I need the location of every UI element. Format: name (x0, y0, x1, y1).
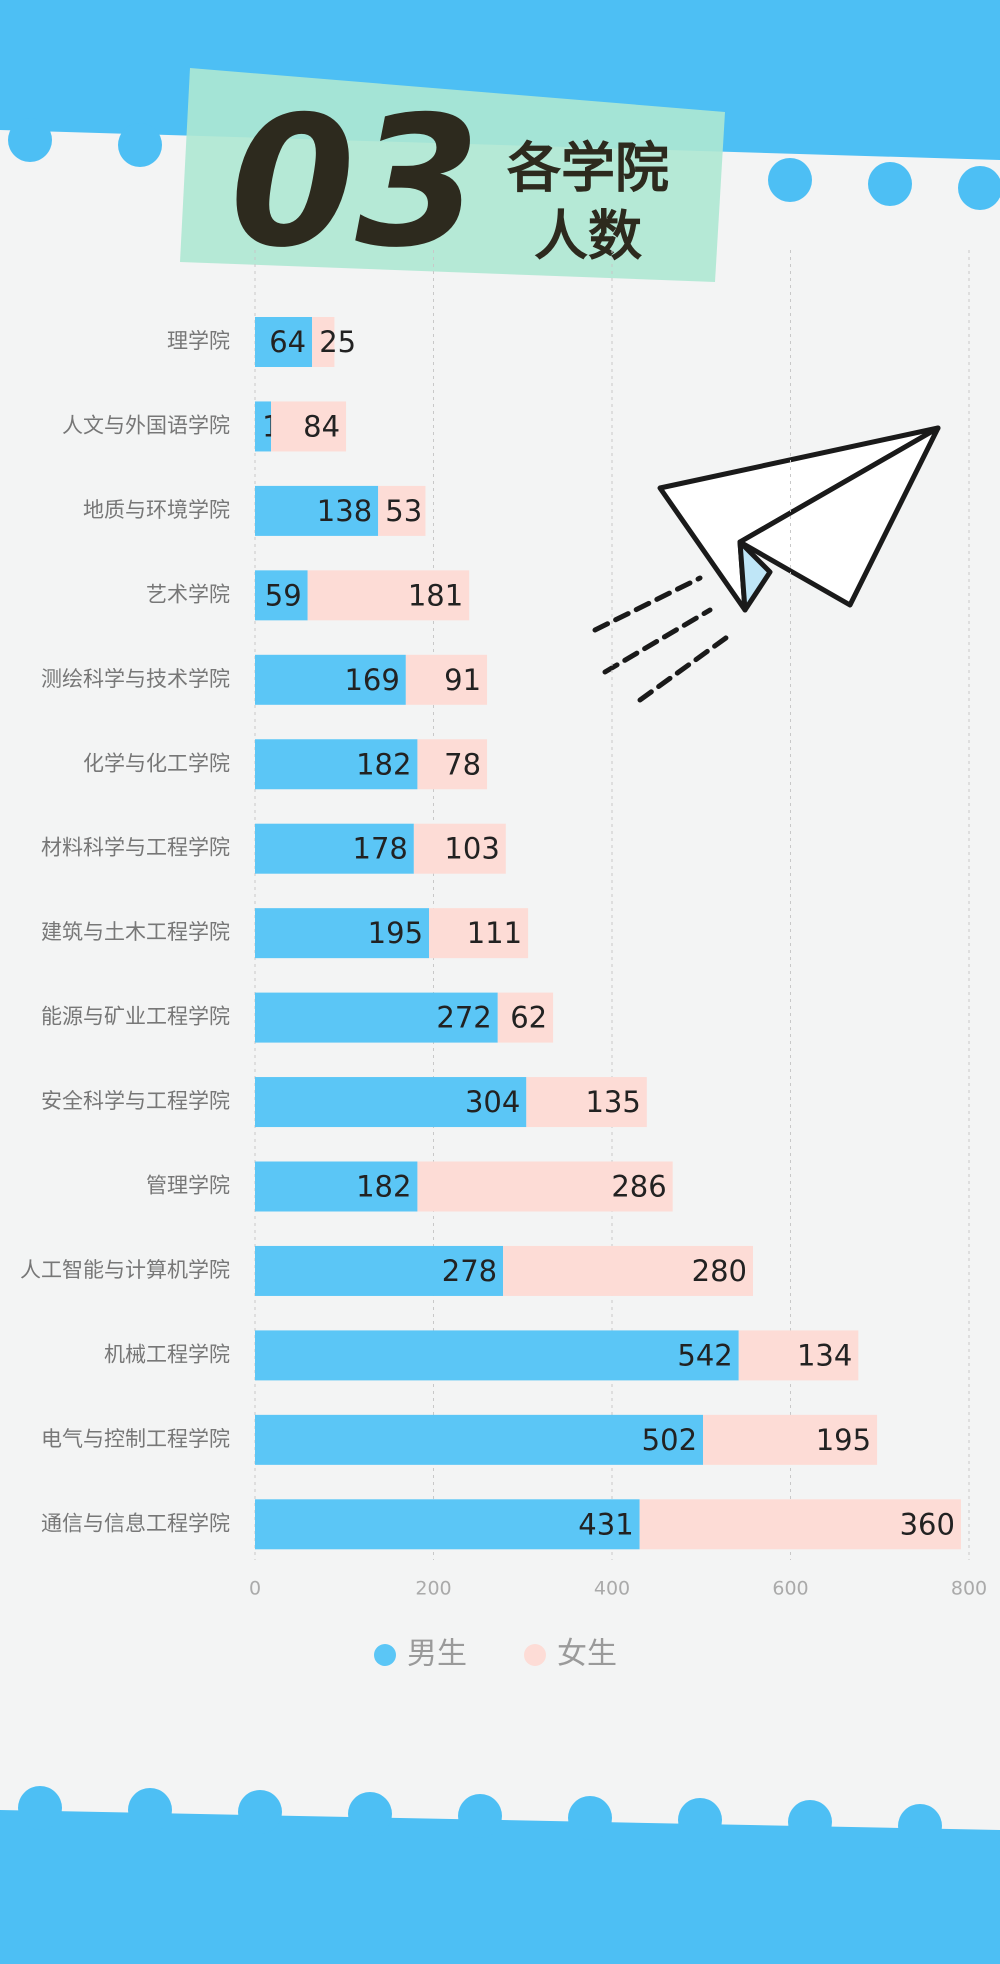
bar-segment (255, 1499, 640, 1550)
bar-segment (255, 570, 308, 621)
value-label: 135 (585, 1085, 640, 1119)
bar-segment (417, 1161, 673, 1212)
chart: 0200400600800理学院6425人文与外国语学院1884地质与环境学院1… (20, 250, 987, 1672)
bar-segment (738, 1330, 859, 1381)
value-label: 181 (408, 578, 463, 612)
title-line: 人数 (534, 205, 642, 268)
bar-segment (255, 1077, 527, 1128)
bar-segment (255, 1161, 418, 1212)
value-label: 278 (442, 1254, 497, 1288)
y-tick-label: 地质与环境学院 (83, 498, 230, 522)
value-label: 502 (642, 1423, 697, 1457)
bar-segment (255, 992, 498, 1043)
bar-segment (255, 401, 272, 452)
title-banner (180, 68, 725, 282)
value-label: 25 (319, 325, 356, 359)
bar-segment (255, 823, 414, 874)
y-tick-label: 人文与外国语学院 (62, 413, 230, 437)
value-label: 59 (265, 578, 302, 612)
y-tick-label: 测绘科学与技术学院 (41, 667, 230, 691)
value-label: 53 (385, 494, 422, 528)
bar-segment (526, 1077, 647, 1128)
y-tick-label: 建筑与土木工程学院 (41, 920, 230, 944)
y-tick-label: 能源与矿业工程学院 (41, 1005, 230, 1029)
value-label: 280 (692, 1254, 747, 1288)
value-label: 272 (436, 1001, 491, 1035)
value-label: 542 (677, 1338, 732, 1372)
value-label: 182 (356, 747, 411, 781)
bar-segment (503, 1245, 754, 1296)
y-tick-label: 艺术学院 (146, 582, 230, 606)
bar-segment (417, 739, 488, 790)
bar-segment (413, 823, 506, 874)
y-tick-label: 化学与化工学院 (83, 751, 230, 775)
value-label: 431 (578, 1507, 633, 1541)
value-label: 304 (465, 1085, 520, 1119)
bar-segment (255, 485, 379, 536)
bar-segment (378, 485, 426, 536)
value-label: 178 (353, 832, 408, 866)
y-tick-label: 通信与信息工程学院 (41, 1511, 230, 1535)
value-label: 62 (510, 1001, 547, 1035)
value-label: 64 (269, 325, 306, 359)
badge: 03 (230, 78, 481, 287)
bar-segment (429, 908, 529, 959)
bar-segment (255, 317, 313, 367)
y-tick-label: 理学院 (167, 329, 230, 353)
value-label: 84 (303, 409, 340, 443)
bar-segment (255, 1245, 504, 1296)
y-tick-label: 安全科学与工程学院 (41, 1089, 230, 1113)
bar-segment (497, 992, 554, 1043)
value-label: 138 (317, 494, 372, 528)
value-label: 78 (444, 747, 481, 781)
x-tick-label: 800 (951, 1578, 987, 1600)
bar-segment (271, 401, 347, 452)
title-line: 各学院 (507, 137, 669, 200)
x-tick-label: 0 (249, 1578, 261, 1600)
value-label: 103 (444, 832, 499, 866)
legend-label: 男生 (407, 1637, 467, 1672)
x-tick-label: 200 (415, 1578, 451, 1600)
value-label: 286 (611, 1170, 666, 1204)
value-label: 91 (444, 663, 481, 697)
value-label: 360 (900, 1507, 955, 1541)
y-tick-label: 机械工程学院 (104, 1342, 230, 1366)
bar-segment (703, 1414, 878, 1465)
bar-segment (255, 1414, 704, 1465)
y-tick-label: 材料科学与工程学院 (41, 836, 230, 860)
bar-segment (639, 1499, 961, 1550)
bar-segment (255, 908, 430, 959)
bar-segment (312, 317, 335, 367)
y-tick-label: 电气与控制工程学院 (41, 1427, 230, 1451)
y-tick-label: 人工智能与计算机学院 (20, 1258, 230, 1282)
value-label: 195 (368, 916, 423, 950)
bar-segment (405, 654, 488, 705)
value-label: 182 (356, 1170, 411, 1204)
value-label: 111 (467, 916, 522, 950)
paper-plane (592, 425, 941, 703)
legend-marker (374, 1644, 396, 1666)
legend-marker (524, 1644, 546, 1666)
legend-label: 女生 (557, 1637, 617, 1672)
y-tick-label: 管理学院 (146, 1174, 230, 1198)
bar-segment (255, 1330, 739, 1381)
paper (0, 118, 1000, 1848)
bar-segment (307, 570, 470, 621)
x-tick-label: 400 (594, 1578, 630, 1600)
bar-segment (255, 739, 418, 790)
x-tick-label: 600 (772, 1578, 808, 1600)
value-label: 134 (797, 1338, 852, 1372)
value-label: 195 (816, 1423, 871, 1457)
bar-segment (255, 654, 406, 705)
value-label: 169 (344, 663, 399, 697)
